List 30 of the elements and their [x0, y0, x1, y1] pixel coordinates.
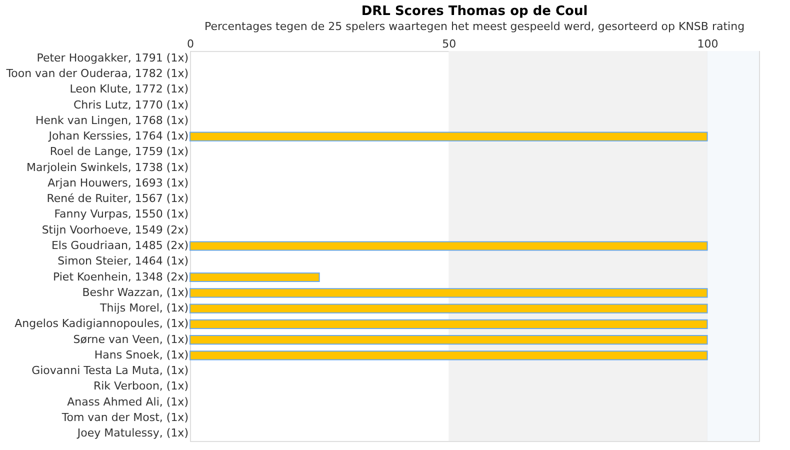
y-tick-label: Angelos Kadigiannopoules, (1x): [14, 317, 188, 330]
y-tick-label: Sørne van Veen, (1x): [73, 332, 188, 346]
y-tick-label: Joey Matulessy, (1x): [76, 426, 188, 440]
y-tick-label: Simon Steier, 1464 (1x): [58, 254, 188, 268]
y-tick-label: Piet Koenhein, 1348 (2x): [52, 270, 188, 284]
x-tick-label: 0: [187, 38, 194, 50]
x-tick-label: 100: [697, 38, 718, 50]
chart-subtitle: Percentages tegen de 25 spelers waartegen het meest gespeeld werd, gesorteerd op KNSB rating: [204, 20, 745, 33]
y-tick-label: René de Ruiter, 1567 (1x): [46, 192, 188, 206]
y-tick-label: Thijs Morel, (1x): [99, 302, 188, 315]
y-tick-label: Henk van Lingen, 1768 (1x): [35, 114, 188, 127]
x-tick-label: 50: [442, 38, 456, 50]
y-tick-label: Stijn Voorhoeve, 1549 (2x): [42, 223, 188, 236]
y-tick-label: Leon Klute, 1772 (1x): [70, 82, 188, 96]
y-tick-label: Arjan Houwers, 1693 (1x): [48, 176, 188, 190]
y-tick-label: Chris Lutz, 1770 (1x): [73, 98, 188, 112]
y-tick-label: Anass Ahmed Ali, (1x): [67, 395, 188, 408]
y-tick-label: Rik Verboon, (1x): [93, 380, 188, 393]
y-tick-label: Marjolein Swinkels, 1738 (1x): [26, 160, 188, 174]
y-tick-label: Peter Hoogakker, 1791 (1x): [36, 51, 188, 64]
y-tick-label: Roel de Lange, 1759 (1x): [50, 145, 188, 158]
y-tick-label: Giovanni Testa La Muta, (1x): [32, 364, 188, 378]
y-tick-label: Tom van der Most, (1x): [60, 410, 188, 424]
chart-title: DRL Scores Thomas op de Coul: [361, 4, 588, 19]
y-tick-label: Els Goudriaan, 1485 (2x): [51, 239, 188, 252]
y-tick-label: Toon van der Ouderaa, 1782 (1x): [5, 67, 188, 80]
y-tick-label: Hans Snoek, (1x): [94, 348, 188, 362]
y-tick-label: Beshr Wazzan, (1x): [82, 286, 188, 299]
y-tick-label: Fanny Vurpas, 1550 (1x): [54, 208, 188, 221]
y-tick-label: Johan Kerssies, 1764 (1x): [48, 130, 188, 143]
